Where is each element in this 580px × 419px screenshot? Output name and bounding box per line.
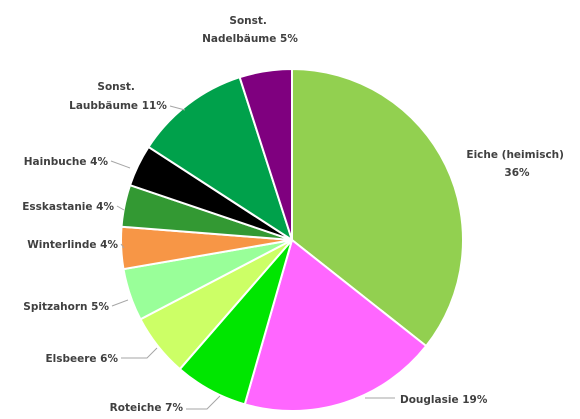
label-leader-lines — [110, 105, 395, 410]
leader-elsbeere — [121, 347, 158, 359]
data-label-esskastanie-line1: Esskastanie 4% — [22, 201, 114, 213]
data-label-esskastanie: Esskastanie 4% — [22, 201, 114, 213]
data-label-elsbeere: Elsbeere 6% — [45, 353, 118, 365]
leader-hainbuche — [110, 160, 131, 169]
data-label-winterlinde: Winterlinde 4% — [27, 239, 118, 251]
data-label-elsbeere-line1: Elsbeere 6% — [45, 353, 118, 365]
data-label-sonst-laubbaeume: Sonst. Laubbäume 11% — [69, 81, 167, 112]
data-label-hainbuche-line1: Hainbuche 4% — [24, 156, 109, 168]
data-label-douglasie-line1: Douglasie 19% — [400, 394, 488, 406]
data-label-sonst-laubbaeume-line2: Laubbäume 11% — [69, 100, 167, 112]
data-label-eiche: Eiche (heimisch) 36% — [466, 149, 567, 179]
data-label-roteiche-line1: Roteiche 7% — [110, 402, 184, 414]
data-label-spitzahorn-line1: Spitzahorn 5% — [23, 301, 109, 313]
leader-winterlinde — [120, 243, 125, 249]
data-label-hainbuche: Hainbuche 4% — [24, 156, 109, 168]
data-label-winterlinde-line1: Winterlinde 4% — [27, 239, 118, 251]
pie-slices — [120, 67, 464, 412]
data-labels: Eiche (heimisch) 36% Douglasie 19% Rotei… — [22, 15, 567, 414]
leader-roteiche — [186, 395, 221, 410]
data-label-sonst-nadelbaeume-line1: Sonst. — [229, 15, 267, 27]
data-label-sonst-nadelbaeume-line2: Nadelbäume 5% — [202, 33, 298, 45]
leader-spitzahorn — [111, 299, 129, 307]
data-label-douglasie: Douglasie 19% — [400, 394, 488, 406]
pie-slice-douglasie — [243, 238, 428, 412]
data-label-sonst-laubbaeume-line1: Sonst. — [97, 81, 135, 93]
pie-slice-sonst-nadelbaeume — [238, 67, 293, 241]
pie-slice-sonst-laubbaeume — [147, 75, 294, 243]
pie-slice-eiche-heimisch — [291, 67, 464, 348]
data-label-sonst-nadelbaeume: Sonst. Nadelbäume 5% — [202, 15, 298, 45]
data-label-eiche-line1: Eiche (heimisch) — [466, 149, 564, 161]
leader-esskastanie — [116, 205, 125, 211]
leader-sonst-laubbaeume — [169, 105, 186, 111]
data-label-roteiche: Roteiche 7% — [110, 402, 184, 414]
data-label-spitzahorn: Spitzahorn 5% — [23, 301, 109, 313]
data-label-eiche-line2: 36% — [504, 167, 530, 179]
